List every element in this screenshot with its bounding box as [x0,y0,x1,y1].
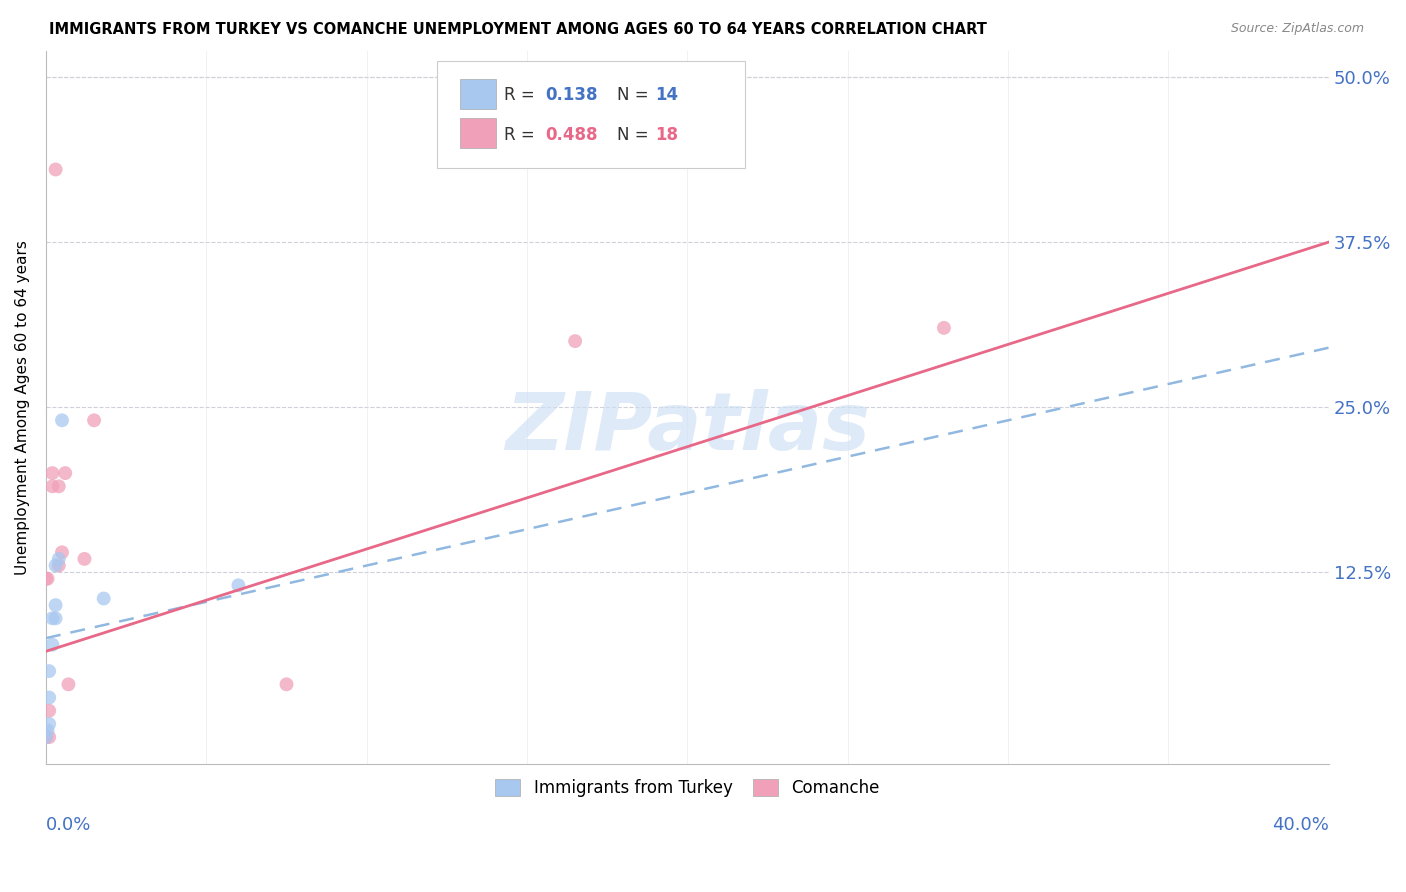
Point [48,479,70,493]
Point [564,334,586,348]
Text: IMMIGRANTS FROM TURKEY VS COMANCHE UNEMPLOYMENT AMONG AGES 60 TO 64 YEARS CORREL: IMMIGRANTS FROM TURKEY VS COMANCHE UNEMP… [49,22,987,37]
Text: ZIPatlas: ZIPatlas [505,390,870,467]
Point [51,545,73,559]
Legend: Immigrants from Turkey, Comanche: Immigrants from Turkey, Comanche [486,771,887,805]
Point [83,413,105,427]
Text: 40.0%: 40.0% [1272,816,1329,834]
Text: R =: R = [503,87,540,104]
Point [73,552,96,566]
FancyBboxPatch shape [460,119,496,148]
Point [41,479,63,493]
Point [45,162,67,177]
Point [45,558,67,573]
Point [276,677,298,691]
Point [38,704,60,718]
Point [41,611,63,625]
Point [35,572,58,586]
Point [53,466,76,480]
Point [41,466,63,480]
Point [45,598,67,612]
Point [37,572,59,586]
Point [35,730,58,744]
Point [228,578,250,592]
Text: N =: N = [617,87,654,104]
Point [35,730,58,744]
Y-axis label: Unemployment Among Ages 60 to 64 years: Unemployment Among Ages 60 to 64 years [15,240,30,574]
Text: Source: ZipAtlas.com: Source: ZipAtlas.com [1230,22,1364,36]
FancyBboxPatch shape [460,79,496,109]
Point [932,321,955,335]
Text: R =: R = [503,126,540,144]
Point [37,723,59,738]
Point [38,717,60,731]
Point [48,552,70,566]
Point [51,413,73,427]
Text: N =: N = [617,126,654,144]
Point [58,677,80,691]
Text: 0.0%: 0.0% [46,816,91,834]
Point [45,611,67,625]
Point [38,664,60,678]
FancyBboxPatch shape [437,62,745,169]
Text: 18: 18 [655,126,678,144]
Point [38,730,60,744]
Text: 14: 14 [655,87,679,104]
Text: 0.488: 0.488 [546,126,598,144]
Point [38,690,60,705]
Point [41,638,63,652]
Point [93,591,115,606]
Point [48,558,70,573]
Text: 0.138: 0.138 [546,87,598,104]
